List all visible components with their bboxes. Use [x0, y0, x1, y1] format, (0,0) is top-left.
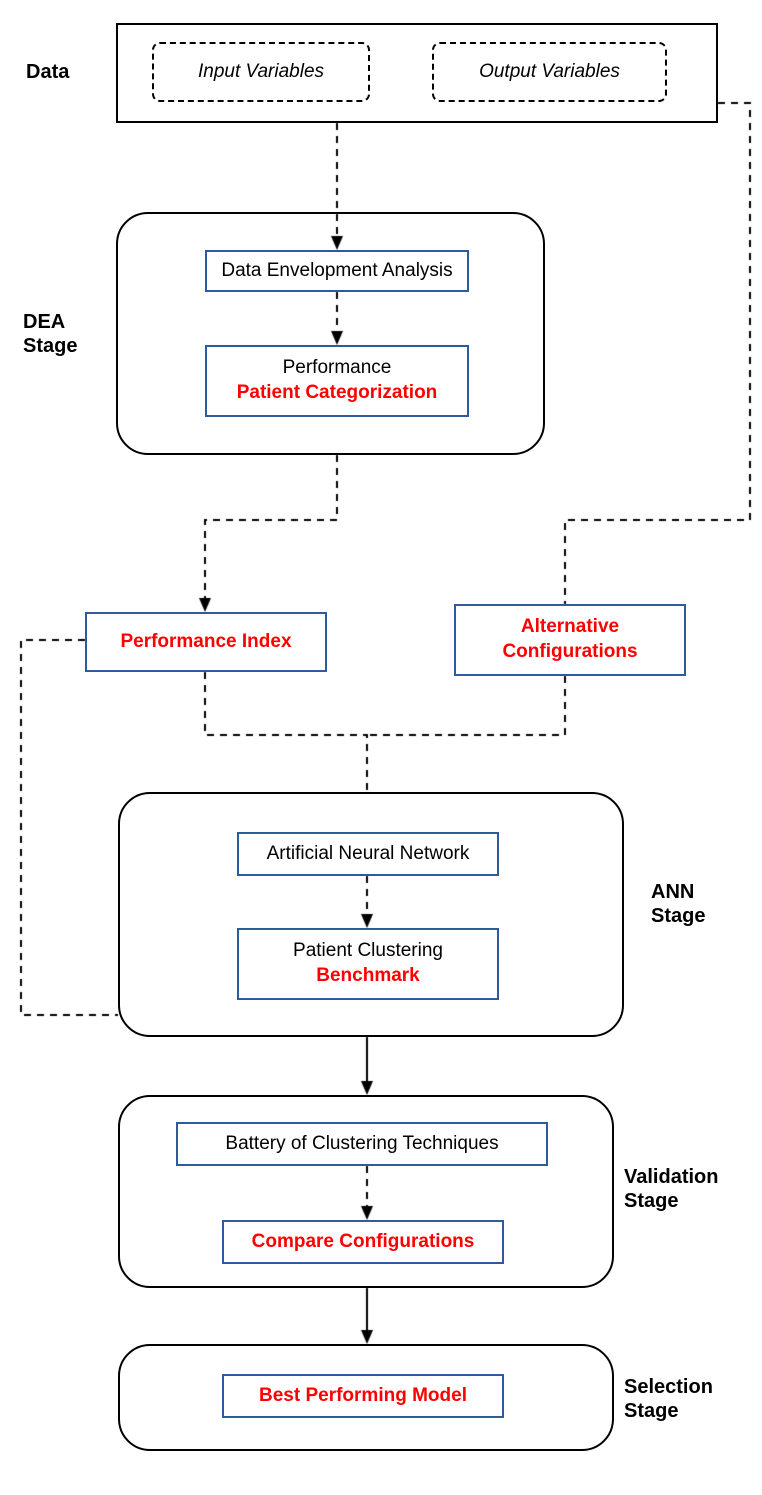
dea-box: Data Envelopment Analysis [205, 250, 469, 292]
stage-label-ann: ANNStage [651, 880, 705, 928]
ann-container [118, 792, 624, 1037]
perf-box-text: Patient Categorization [237, 381, 438, 406]
ann-box: Artificial Neural Network [237, 832, 499, 876]
alt-config-text: Configurations [502, 640, 637, 665]
alt-config-text: Alternative [521, 615, 619, 640]
alt-config: AlternativeConfigurations [454, 604, 686, 676]
perf-index-text: Performance Index [120, 630, 291, 655]
battery-box-text: Battery of Clustering Techniques [225, 1132, 498, 1157]
input-vars-text: Input Variables [198, 60, 324, 85]
best-box-text: Best Performing Model [259, 1384, 467, 1409]
stage-label-validation: ValidationStage [624, 1165, 718, 1213]
input-vars: Input Variables [152, 42, 370, 102]
output-vars: Output Variables [432, 42, 667, 102]
cluster-box-text: Patient Clustering [293, 939, 443, 964]
battery-box: Battery of Clustering Techniques [176, 1122, 548, 1166]
compare-box-text: Compare Configurations [252, 1230, 475, 1255]
dea-container [116, 212, 545, 455]
compare-box: Compare Configurations [222, 1220, 504, 1264]
output-vars-text: Output Variables [479, 60, 620, 85]
best-box: Best Performing Model [222, 1374, 504, 1418]
perf-box: PerformancePatient Categorization [205, 345, 469, 417]
stage-label-selection: SelectionStage [624, 1375, 713, 1423]
dea-box-text: Data Envelopment Analysis [221, 259, 452, 284]
ann-box-text: Artificial Neural Network [267, 842, 470, 867]
cluster-box-text: Benchmark [316, 964, 420, 989]
stage-label-data: Data [26, 60, 69, 84]
stage-label-dea: DEAStage [23, 310, 77, 358]
cluster-box: Patient ClusteringBenchmark [237, 928, 499, 1000]
perf-box-text: Performance [283, 356, 392, 381]
perf-index: Performance Index [85, 612, 327, 672]
